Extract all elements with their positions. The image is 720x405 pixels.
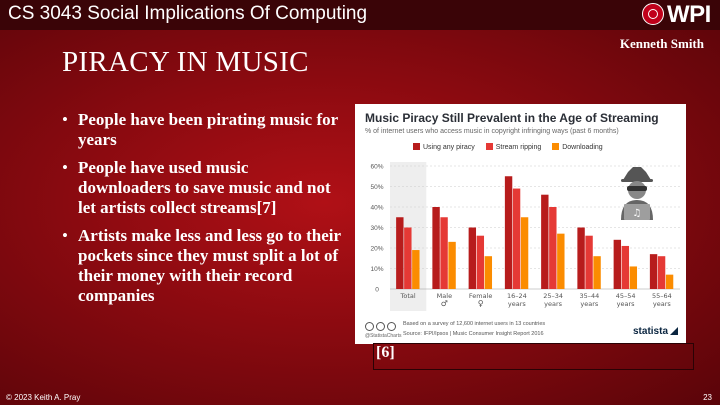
y-tick-label: 50%	[370, 184, 383, 191]
x-tick-label: 16–24	[507, 292, 527, 300]
bar	[613, 239, 622, 289]
bar	[621, 245, 630, 289]
x-tick-label: Total	[400, 292, 416, 300]
bar	[549, 207, 557, 289]
y-tick-label: 10%	[370, 266, 383, 273]
laptop-icon	[624, 204, 650, 220]
y-tick-label: 40%	[370, 205, 383, 212]
bar	[476, 235, 485, 289]
author-name: Kenneth Smith	[619, 36, 704, 51]
x-tick-label: years	[544, 300, 563, 308]
bar	[512, 188, 521, 289]
bar	[484, 256, 493, 289]
legend-item-downloading: Downloading	[552, 143, 603, 151]
bar	[629, 266, 638, 289]
bar	[432, 207, 440, 289]
bar	[520, 217, 529, 289]
x-tick-label: years	[580, 300, 599, 308]
source-note: Source: IFPI/Ipsos | Music Consumer Insi…	[403, 331, 544, 337]
bar	[504, 176, 513, 289]
chart-subtitle: % of internet users who access music in …	[365, 128, 619, 135]
slide-title: PIRACY IN MUSIC	[62, 46, 309, 78]
bar	[404, 227, 412, 289]
legend-label: Stream ripping	[495, 144, 542, 151]
y-tick-label: 20%	[370, 246, 383, 253]
bar	[557, 233, 565, 289]
legend-swatch	[552, 143, 560, 150]
legend-item-stream-ripping: Stream ripping	[485, 143, 542, 151]
bar	[657, 256, 666, 289]
x-tick-label: Male	[437, 292, 452, 300]
bar	[585, 235, 593, 289]
hat-icon	[623, 167, 651, 180]
statista-mark-icon	[670, 327, 678, 335]
music-note-icon: ♫	[633, 208, 642, 219]
x-tick-label: years	[653, 300, 672, 308]
bullet-item: People have been pirating music for year…	[62, 110, 342, 150]
course-title: CS 3043 Social Implications Of Computing	[8, 3, 368, 24]
wpi-logo: WPI	[642, 1, 714, 28]
citation-box	[373, 343, 694, 370]
legend-swatch	[485, 143, 493, 150]
chart-title: Music Piracy Still Prevalent in the Age …	[365, 111, 659, 125]
bar	[541, 194, 549, 289]
legend-label: Downloading	[562, 144, 603, 151]
wpi-seal-icon	[642, 3, 664, 25]
wpi-wordmark: WPI	[667, 1, 711, 28]
page-number: 23	[703, 393, 712, 402]
legend-label: Using any piracy	[423, 144, 475, 151]
bar	[593, 256, 601, 289]
chart-image: 0 10% 20% 30% 40% 50% 60% Total Male ♂ Female ♀ 16–2…	[355, 104, 686, 344]
mask-icon	[627, 186, 647, 191]
creative-commons-icon	[365, 322, 398, 331]
hat-brim	[621, 179, 653, 182]
y-tick-label: 60%	[370, 164, 383, 171]
x-tick-label: 25–34	[543, 292, 563, 300]
bar	[412, 250, 420, 289]
x-tick-label: years	[617, 300, 636, 308]
x-tick-label: ♂	[441, 299, 448, 308]
x-tick-label: Female	[469, 292, 493, 300]
bar	[577, 227, 585, 289]
legend-item-any-piracy: Using any piracy	[413, 143, 475, 151]
bar	[665, 274, 674, 289]
statista-handle: @StatistaCharts	[365, 333, 402, 339]
copyright: © 2023 Keith A. Pray	[6, 393, 81, 402]
legend-swatch	[413, 143, 420, 150]
citation: [6]	[376, 344, 395, 361]
statista-wordmark: statista	[632, 326, 668, 337]
x-tick-label: 55–64	[652, 292, 672, 300]
chart-legend: Using any piracy Stream ripping Download…	[413, 143, 612, 153]
bullet-item: People have used music downloaders to sa…	[62, 158, 342, 218]
bar-chart: 0 10% 20% 30% 40% 50% 60% Total Male♂ Female♀ 16–2…	[370, 162, 680, 311]
x-tick-label: ♀	[478, 299, 484, 308]
title-bar: CS 3043 Social Implications Of Computing…	[0, 0, 720, 30]
bar	[649, 254, 658, 289]
survey-note: Based on a survey of 12,600 internet use…	[403, 321, 546, 327]
x-tick-label: 45–54	[616, 292, 636, 300]
bar	[396, 217, 404, 289]
y-tick-label: 30%	[370, 225, 383, 232]
bar	[448, 241, 456, 289]
bullet-item: Artists make less and less go to their p…	[62, 226, 342, 306]
statista-logo: statista	[633, 326, 678, 337]
y-tick-label: 0	[375, 287, 379, 294]
x-tick-label: years	[508, 300, 527, 308]
x-tick-label: 35–44	[579, 292, 599, 300]
bar	[440, 217, 448, 289]
bullet-list: People have been pirating music for year…	[62, 110, 342, 314]
bar	[468, 227, 477, 289]
